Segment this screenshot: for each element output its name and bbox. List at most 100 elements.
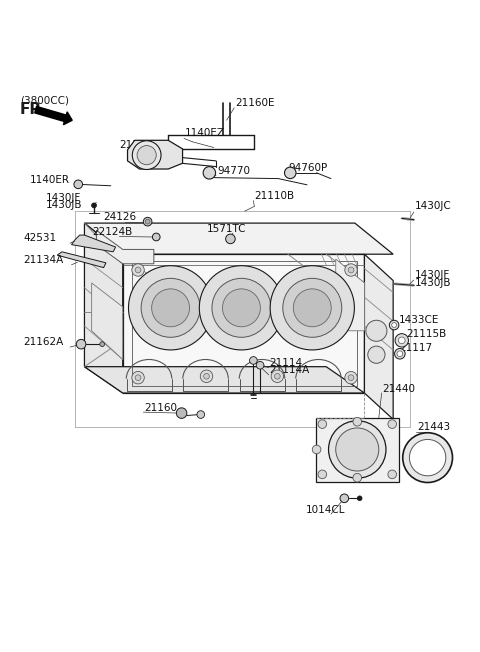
Circle shape — [388, 420, 396, 428]
Circle shape — [397, 351, 403, 357]
Polygon shape — [57, 252, 106, 267]
Circle shape — [132, 372, 144, 384]
Circle shape — [318, 470, 326, 479]
Circle shape — [403, 433, 453, 482]
Circle shape — [137, 145, 156, 165]
Circle shape — [395, 334, 408, 347]
Circle shape — [328, 421, 386, 478]
Text: 21134A: 21134A — [24, 255, 64, 265]
Circle shape — [100, 342, 105, 347]
Circle shape — [223, 289, 260, 327]
Text: 1433CE: 1433CE — [399, 314, 439, 325]
Circle shape — [135, 375, 141, 381]
Text: 1430JB: 1430JB — [415, 278, 451, 288]
Circle shape — [409, 439, 446, 476]
Text: 21114: 21114 — [270, 358, 303, 368]
Circle shape — [132, 264, 144, 276]
Polygon shape — [72, 235, 116, 252]
Circle shape — [132, 141, 161, 170]
Circle shape — [293, 289, 331, 327]
Text: 21115B: 21115B — [406, 329, 446, 340]
FancyArrow shape — [35, 106, 72, 125]
Circle shape — [76, 340, 86, 349]
Circle shape — [283, 278, 342, 337]
Text: 1430JB: 1430JB — [46, 200, 83, 210]
Text: 24126: 24126 — [104, 212, 137, 222]
Text: 22124B: 22124B — [93, 227, 133, 237]
Circle shape — [336, 428, 379, 471]
Circle shape — [275, 374, 280, 379]
Circle shape — [340, 494, 348, 503]
Circle shape — [153, 233, 160, 241]
Circle shape — [141, 278, 200, 337]
Circle shape — [203, 167, 216, 179]
Polygon shape — [84, 223, 393, 254]
Text: (3800CC): (3800CC) — [20, 95, 69, 106]
Circle shape — [200, 370, 213, 383]
Circle shape — [197, 411, 204, 419]
Circle shape — [270, 266, 354, 350]
Text: 1014CL: 1014CL — [306, 505, 346, 515]
Circle shape — [318, 420, 326, 428]
Circle shape — [368, 346, 385, 363]
Text: 21162A: 21162A — [24, 337, 64, 347]
Text: 21443: 21443 — [417, 422, 450, 432]
Circle shape — [250, 357, 257, 364]
Text: 21160E: 21160E — [235, 98, 275, 108]
Text: 1430JF: 1430JF — [46, 193, 82, 203]
Circle shape — [398, 337, 405, 344]
Circle shape — [144, 217, 152, 226]
Circle shape — [92, 203, 96, 208]
Circle shape — [212, 278, 271, 337]
Circle shape — [199, 266, 284, 350]
Circle shape — [74, 180, 83, 188]
Text: 21160: 21160 — [144, 403, 177, 413]
Circle shape — [256, 361, 264, 369]
Polygon shape — [123, 254, 364, 393]
Polygon shape — [336, 259, 364, 331]
Text: 94760P: 94760P — [288, 163, 327, 173]
Circle shape — [204, 374, 209, 379]
Circle shape — [271, 370, 284, 383]
Text: 1430JF: 1430JF — [415, 270, 450, 280]
Circle shape — [145, 219, 150, 224]
Circle shape — [357, 496, 362, 501]
Text: 21440: 21440 — [383, 384, 416, 394]
Text: 1140ER: 1140ER — [29, 175, 70, 185]
Polygon shape — [316, 418, 399, 482]
Text: 1430JC: 1430JC — [415, 201, 452, 211]
Text: 21114A: 21114A — [270, 365, 310, 375]
Polygon shape — [92, 283, 123, 359]
Circle shape — [176, 408, 187, 419]
Text: 21117: 21117 — [399, 344, 432, 353]
Circle shape — [285, 167, 296, 179]
Circle shape — [226, 234, 235, 244]
Text: 94770: 94770 — [217, 166, 250, 176]
Circle shape — [353, 473, 361, 482]
Circle shape — [353, 417, 361, 426]
Polygon shape — [128, 140, 182, 169]
Circle shape — [152, 289, 190, 327]
Circle shape — [348, 375, 354, 381]
Polygon shape — [84, 366, 364, 393]
Text: 42531: 42531 — [24, 233, 57, 243]
Circle shape — [392, 323, 396, 327]
Polygon shape — [364, 254, 393, 419]
Circle shape — [345, 372, 357, 384]
Text: 1140EZ: 1140EZ — [185, 128, 225, 138]
Text: 1571TC: 1571TC — [206, 224, 246, 234]
Circle shape — [388, 470, 396, 479]
Text: FR.: FR. — [20, 102, 48, 117]
Circle shape — [312, 445, 321, 454]
Circle shape — [395, 349, 405, 359]
Text: 21110B: 21110B — [254, 190, 295, 201]
Circle shape — [129, 266, 213, 350]
Text: 21353R: 21353R — [120, 140, 160, 150]
Polygon shape — [84, 223, 123, 393]
Circle shape — [366, 320, 387, 341]
Circle shape — [389, 320, 399, 330]
Circle shape — [135, 267, 141, 273]
Circle shape — [348, 267, 354, 273]
Polygon shape — [96, 230, 154, 264]
Circle shape — [345, 264, 357, 276]
